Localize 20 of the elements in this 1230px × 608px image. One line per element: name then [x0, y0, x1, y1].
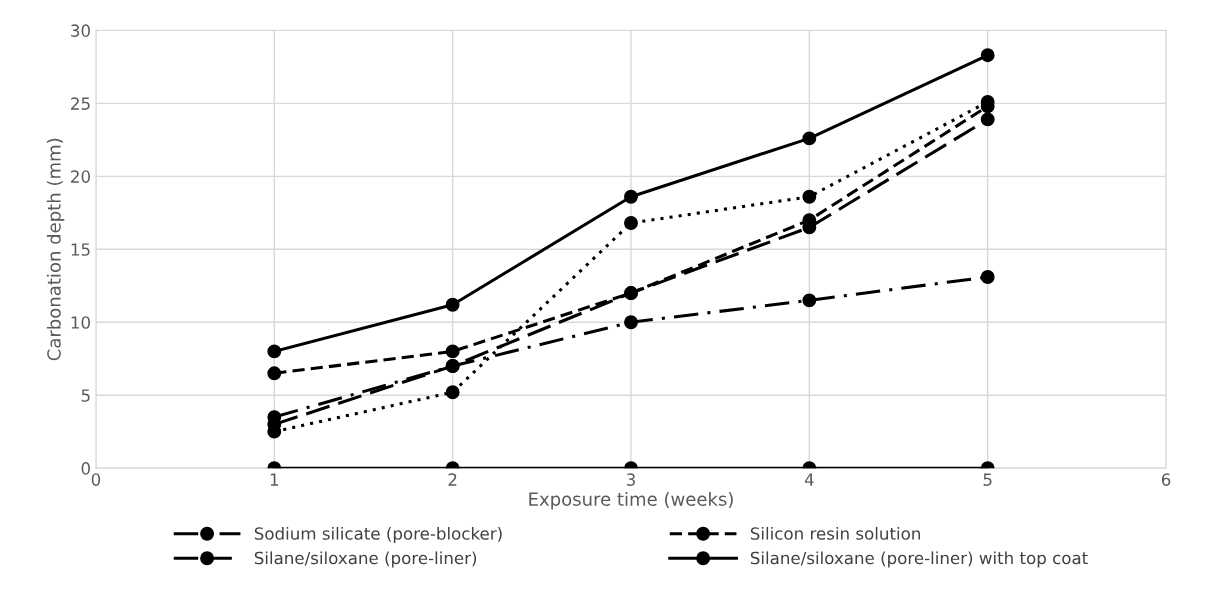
- y-tick-label: 0: [81, 462, 90, 475]
- x-tick-label: 2: [448, 473, 457, 486]
- y-tick-label: 10: [71, 316, 90, 329]
- x-tick-label: 4: [804, 473, 814, 486]
- x-tick-label: 5: [983, 473, 992, 486]
- x-axis-title: Exposure time (weeks): [529, 491, 733, 510]
- y-tick-label: 5: [81, 389, 90, 402]
- y-axis-title: Carbonation depth (mm): [46, 138, 65, 361]
- legend-label: Sodium silicate (pore-blocker): [254, 526, 502, 544]
- x-tick-label: 3: [626, 473, 635, 486]
- y-tick-label: 25: [71, 97, 90, 110]
- y-tick-label: 20: [71, 170, 90, 183]
- y-tick-label: 30: [71, 24, 90, 37]
- legend-label: Silane/siloxane (pore-liner) with top coat: [750, 551, 1088, 568]
- x-tick-label: 1: [270, 473, 279, 486]
- legend-label: Silane/siloxane (pore-liner): [254, 551, 477, 568]
- y-tick-label: 15: [71, 243, 90, 256]
- x-tick-label: 6: [1161, 473, 1171, 486]
- x-tick-label: 0: [91, 473, 101, 486]
- legend-label: Silicon resin solution: [750, 526, 920, 540]
